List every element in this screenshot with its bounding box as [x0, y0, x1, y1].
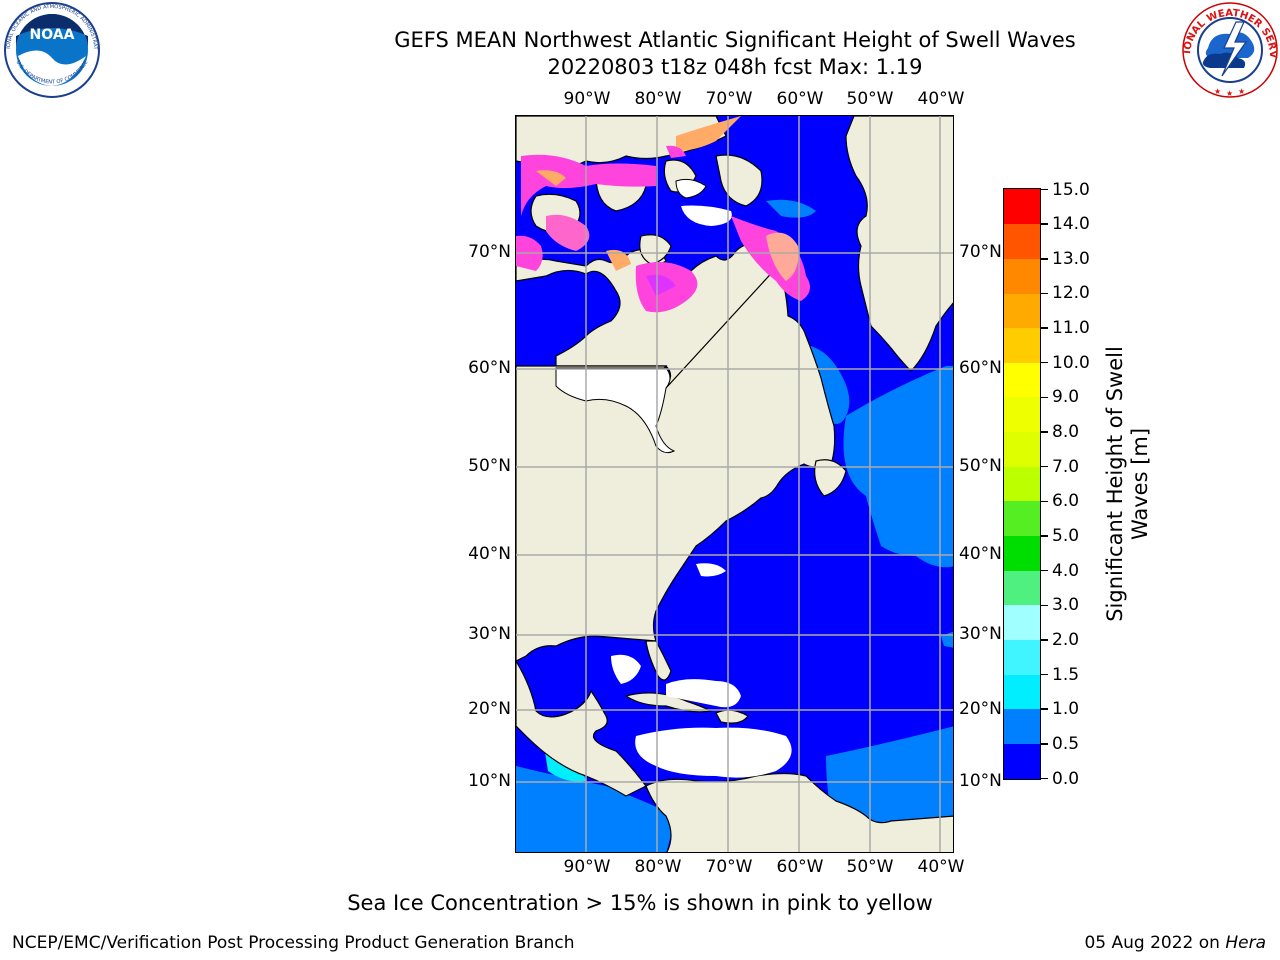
colorbar-tick-mark: [1041, 604, 1048, 606]
colorbar-tick-mark: [1041, 673, 1048, 676]
swell-height-map: [515, 115, 954, 853]
colorbar-tick-label: 6.0: [1052, 491, 1080, 512]
colorbar-bin: [1004, 604, 1040, 640]
colorbar-tick-mark: [1041, 396, 1048, 399]
colorbar-tick-mark: [1041, 188, 1048, 191]
lat-label-left-30n: 30°N: [468, 624, 511, 644]
lat-label-left-60n: 60°N: [468, 358, 511, 378]
colorbar-tick-mark: [1041, 639, 1048, 641]
svg-text:NOAA: NOAA: [30, 27, 75, 43]
lat-label-right-60n: 60°N: [959, 358, 1002, 378]
lat-label-right-50n: 50°N: [959, 456, 1002, 476]
colorbar-bin: [1004, 258, 1040, 294]
colorbar-tick-mark: [1041, 258, 1048, 260]
lat-label-right-10n: 10°N: [959, 771, 1002, 791]
svg-text:★: ★: [1238, 87, 1245, 96]
colorbar-tick-label: 10.0: [1052, 352, 1090, 373]
lon-label-bottom-60w: 60°W: [776, 857, 824, 877]
colorbar-bin: [1004, 570, 1040, 606]
svg-text:★: ★: [1226, 89, 1233, 98]
colorbar-tick-mark: [1041, 465, 1048, 468]
colorbar-tick-mark: [1041, 361, 1048, 364]
colorbar-bin: [1004, 535, 1040, 571]
colorbar: [1003, 188, 1041, 780]
sea-ice-note: Sea Ice Concentration > 15% is shown in …: [347, 891, 933, 915]
lat-label-left-10n: 10°N: [468, 771, 511, 791]
colorbar-tick-label: 3.0: [1052, 595, 1080, 616]
lon-label-top-40w: 40°W: [917, 89, 965, 109]
colorbar-bin: [1004, 292, 1040, 329]
colorbar-bin: [1004, 708, 1040, 744]
footer-host: Hera: [1225, 933, 1266, 953]
lon-label-top-50w: 50°W: [846, 89, 894, 109]
colorbar-tick-mark: [1041, 431, 1048, 433]
colorbar-tick-label: 11.0: [1052, 318, 1090, 339]
lon-label-top-90w: 90°W: [563, 89, 611, 109]
colorbar-bin: [1004, 466, 1040, 502]
colorbar-tick-label: 8.0: [1052, 422, 1080, 443]
colorbar-tick-mark: [1041, 708, 1048, 710]
colorbar-tick-label: 9.0: [1052, 387, 1080, 408]
colorbar-tick-mark: [1041, 327, 1048, 329]
lon-label-bottom-50w: 50°W: [846, 857, 894, 877]
colorbar-bin: [1004, 362, 1040, 398]
colorbar-tick-label: 13.0: [1052, 248, 1090, 269]
colorbar-tick-mark: [1041, 292, 1048, 295]
colorbar-bin: [1004, 431, 1040, 467]
lat-label-right-20n: 20°N: [959, 699, 1002, 719]
colorbar-title-line2: Waves [m]: [1128, 427, 1152, 541]
lon-label-top-60w: 60°W: [776, 89, 824, 109]
map-title: GEFS MEAN Northwest Atlantic Significant…: [394, 28, 1076, 52]
colorbar-tick-label: 0.0: [1052, 768, 1080, 789]
colorbar-tick-label: 1.0: [1052, 699, 1080, 720]
lat-label-right-30n: 30°N: [959, 624, 1002, 644]
colorbar-tick-label: 0.5: [1052, 733, 1080, 754]
footer-date-text: 05 Aug 2022 on: [1084, 933, 1226, 953]
lat-label-right-70n: 70°N: [959, 242, 1002, 262]
colorbar-tick-label: 12.0: [1052, 283, 1090, 304]
nws-logo: NATIONAL WEATHER SERVICE ★★★: [1178, 0, 1278, 98]
lat-label-left-50n: 50°N: [468, 456, 511, 476]
colorbar-tick-mark: [1041, 777, 1048, 780]
lon-label-bottom-70w: 70°W: [705, 857, 753, 877]
noaa-logo: NOAA NATIONAL OCEANIC AND ATMOSPHERIC AD…: [0, 0, 100, 98]
footer-producer: NCEP/EMC/Verification Post Processing Pr…: [12, 933, 575, 953]
lon-label-bottom-80w: 80°W: [634, 857, 682, 877]
colorbar-tick-label: 5.0: [1052, 525, 1080, 546]
colorbar-tick-label: 15.0: [1052, 179, 1090, 200]
colorbar-tick-label: 1.5: [1052, 664, 1080, 685]
colorbar-bin: [1004, 189, 1040, 225]
lat-label-right-40n: 40°N: [959, 544, 1002, 564]
colorbar-tick-label: 4.0: [1052, 560, 1080, 581]
colorbar-tick-mark: [1041, 743, 1048, 745]
map-subtitle: 20220803 t18z 048h fcst Max: 1.19: [547, 55, 923, 79]
colorbar-bin: [1004, 743, 1040, 779]
colorbar-tick-mark: [1041, 223, 1048, 225]
colorbar-bin: [1004, 223, 1040, 259]
colorbar-tick-label: 2.0: [1052, 629, 1080, 650]
colorbar-bin: [1004, 396, 1040, 433]
lon-label-bottom-40w: 40°W: [917, 857, 965, 877]
colorbar-tick-mark: [1041, 500, 1048, 503]
colorbar-title-line1: Significant Height of Swell: [1103, 346, 1127, 622]
map-canvas: [516, 116, 953, 852]
footer-date: 05 Aug 2022 on Hera: [1084, 932, 1266, 954]
colorbar-tick-label: 14.0: [1052, 214, 1090, 235]
colorbar-bin: [1004, 327, 1040, 363]
colorbar-tick-label: 7.0: [1052, 456, 1080, 477]
colorbar-bin: [1004, 639, 1040, 675]
lon-label-top-70w: 70°W: [705, 89, 753, 109]
lon-label-top-80w: 80°W: [634, 89, 682, 109]
svg-text:★: ★: [1214, 87, 1221, 96]
lon-label-bottom-90w: 90°W: [563, 857, 611, 877]
colorbar-tick-mark: [1041, 535, 1048, 537]
colorbar-bin: [1004, 674, 1040, 710]
lat-label-left-40n: 40°N: [468, 544, 511, 564]
colorbar-title: Significant Height of Swell Waves [m]: [1103, 346, 1153, 622]
lat-label-left-20n: 20°N: [468, 699, 511, 719]
colorbar-bin: [1004, 500, 1040, 537]
colorbar-tick-mark: [1041, 569, 1048, 572]
lat-label-left-70n: 70°N: [468, 242, 511, 262]
